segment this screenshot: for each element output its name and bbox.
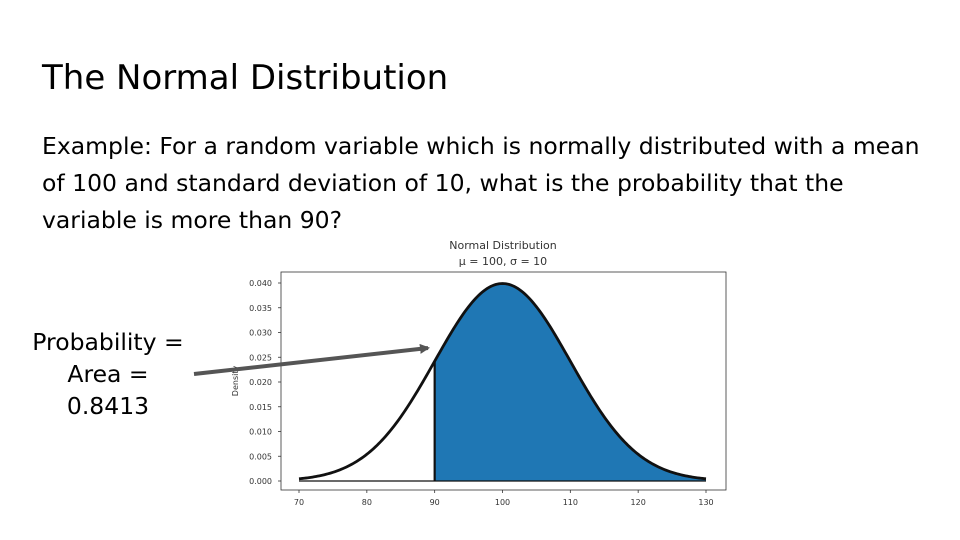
x-tick-label: 120	[631, 498, 646, 507]
y-tick-label: 0.015	[249, 403, 272, 412]
y-tick-label: 0.035	[249, 304, 272, 313]
y-tick-label: 0.005	[249, 452, 272, 461]
y-tick-label: 0.010	[249, 428, 272, 437]
slide-body-text: Example: For a random variable which is …	[42, 132, 920, 234]
chart-subtitle: μ = 100, σ = 10	[459, 255, 547, 268]
y-tick-label: 0.020	[249, 378, 272, 387]
callout-line-1: Probability =	[32, 328, 184, 356]
x-axis: 70 80 90 100 110 120 130	[294, 490, 714, 507]
x-tick-label: 130	[698, 498, 713, 507]
slide-title: The Normal Distribution	[42, 58, 449, 98]
x-tick-label: 90	[430, 498, 440, 507]
y-axis: 0.000 0.005 0.010 0.015 0.020 0.025 0.030 0.035…	[249, 279, 281, 486]
chart-title: Normal Distribution	[449, 239, 556, 252]
plot-area-frame	[280, 271, 727, 491]
y-axis-label: Density	[231, 366, 240, 397]
probability-callout: Probability = Area = 0.8413	[22, 326, 194, 422]
callout-line-2: Area =	[67, 360, 149, 388]
probability-shaded-area	[434, 283, 706, 481]
x-tick-label: 110	[563, 498, 578, 507]
y-tick-label: 0.040	[249, 279, 272, 288]
density-curve	[298, 282, 707, 481]
y-tick-label: 0.030	[249, 329, 272, 338]
callout-arrow	[193, 343, 430, 376]
x-tick-label: 100	[495, 498, 510, 507]
y-tick-label: 0.025	[249, 353, 272, 362]
x-tick-label: 70	[294, 498, 304, 507]
x-tick-label: 80	[362, 498, 372, 507]
callout-line-3: 0.8413	[66, 392, 150, 420]
y-tick-label: 0.000	[249, 477, 272, 486]
